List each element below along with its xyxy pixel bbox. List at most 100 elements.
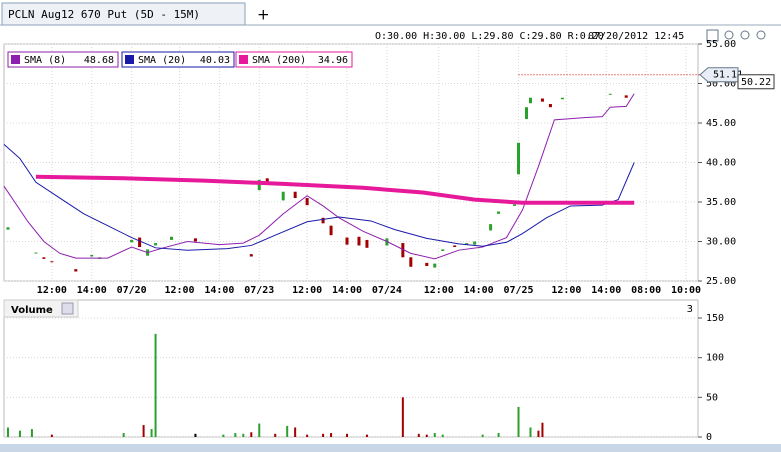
candle xyxy=(608,93,612,95)
candle xyxy=(624,95,628,98)
y-tick-label: 35.00 xyxy=(706,197,736,208)
toolbar xyxy=(706,29,766,42)
volume-bar xyxy=(294,427,297,437)
candle xyxy=(513,204,517,206)
add-tab[interactable]: + xyxy=(257,6,270,24)
volume-bar xyxy=(537,430,540,437)
volume-bar xyxy=(517,406,520,437)
x-tick-label: 07/20 xyxy=(117,285,147,296)
tab[interactable] xyxy=(1,2,246,26)
legend-value: 40.03 xyxy=(200,55,230,66)
volume-bar xyxy=(142,425,145,437)
candle xyxy=(293,191,297,199)
y-tick-label: 25.00 xyxy=(706,276,736,287)
candle xyxy=(154,243,158,246)
volume-bar xyxy=(529,427,532,437)
x-tick-label: 12:00 xyxy=(551,285,581,296)
x-tick-label: 12:00 xyxy=(37,285,67,296)
zoom-in[interactable] xyxy=(724,30,734,40)
candle xyxy=(365,239,369,248)
legend-name: SMA (200) xyxy=(252,55,306,66)
candle xyxy=(257,179,261,191)
legend-value: 34.96 xyxy=(318,55,348,66)
candle xyxy=(517,142,521,175)
x-tick-label: 12:00 xyxy=(292,285,322,296)
candle xyxy=(170,236,174,240)
candle xyxy=(489,224,493,231)
x-tick-label: 08:00 xyxy=(631,285,661,296)
candle xyxy=(74,269,78,272)
volume-bar xyxy=(18,430,21,437)
candle xyxy=(473,241,477,245)
x-tick-label: 14:00 xyxy=(464,285,494,296)
datetime: 07/20/2012 12:45 xyxy=(588,31,684,42)
legend-value: 48.68 xyxy=(84,55,114,66)
candle xyxy=(6,227,10,230)
volume-bar xyxy=(122,433,125,437)
volume-bar xyxy=(481,434,484,437)
volume-bar xyxy=(401,397,404,437)
candle xyxy=(305,198,309,206)
y-tick-label: 50 xyxy=(706,392,718,403)
volume-bar xyxy=(150,429,153,437)
y-tick-label: 0 xyxy=(706,432,712,443)
candle xyxy=(345,237,349,245)
last-price-label: 51.11 xyxy=(713,70,743,81)
volume-bar xyxy=(154,333,157,437)
candle xyxy=(34,252,38,254)
candle xyxy=(265,178,269,184)
y-tick-label: 45.00 xyxy=(706,118,736,129)
candle xyxy=(249,254,253,257)
candle xyxy=(528,97,532,104)
panel-title: Volume xyxy=(11,305,53,316)
volume-frame xyxy=(3,299,699,438)
volume-bar xyxy=(222,434,225,437)
candle xyxy=(524,107,528,120)
volume-bar xyxy=(286,425,289,437)
ohlc: O:30.00 H:30.00 L:29.80 C:29.80 R:0.20 xyxy=(375,31,604,42)
legend-toggle[interactable] xyxy=(11,55,20,64)
zoom-reset[interactable] xyxy=(756,30,766,40)
volume-bar xyxy=(50,434,53,437)
legend-toggle[interactable] xyxy=(239,55,248,64)
tool-button[interactable] xyxy=(706,29,719,42)
x-tick-label: 07/25 xyxy=(503,285,533,296)
x-tick-label: 10:00 xyxy=(671,285,701,296)
volume-close[interactable] xyxy=(61,302,74,315)
candle xyxy=(90,254,94,257)
candle xyxy=(560,97,564,100)
x-tick-label: 14:00 xyxy=(332,285,362,296)
tab-title[interactable]: PCLN Aug12 670 Put (5D - 15M) xyxy=(8,8,200,21)
volume-bar xyxy=(441,434,444,437)
candle xyxy=(138,237,142,248)
legend-box xyxy=(121,51,235,68)
volume-bar xyxy=(433,433,436,437)
candle xyxy=(433,263,437,268)
candle xyxy=(409,257,413,267)
volume-bar xyxy=(6,427,9,437)
candle xyxy=(441,249,445,251)
scrollbar[interactable] xyxy=(0,444,781,452)
x-tick-label: 14:00 xyxy=(591,285,621,296)
volume-bar xyxy=(541,422,544,437)
volume-bar xyxy=(258,423,261,437)
y-tick-label: 50.00 xyxy=(706,79,736,90)
y-tick-label: 55.00 xyxy=(706,39,736,50)
x-tick-label: 07/23 xyxy=(244,285,274,296)
y-tick-label: 40.00 xyxy=(706,158,736,169)
volume-bar xyxy=(242,433,245,437)
volume-bar xyxy=(322,433,325,437)
y-tick-label: 100 xyxy=(706,353,724,364)
candle xyxy=(42,257,46,259)
volume-bar xyxy=(330,433,333,437)
legend-toggle[interactable] xyxy=(125,55,134,64)
zoom-out[interactable] xyxy=(740,30,750,40)
x-tick-label: 14:00 xyxy=(204,285,234,296)
candle xyxy=(540,98,544,102)
volume-bar xyxy=(30,429,33,437)
x-tick-label: 12:00 xyxy=(164,285,194,296)
candle xyxy=(281,191,285,201)
legend-box xyxy=(235,51,353,68)
